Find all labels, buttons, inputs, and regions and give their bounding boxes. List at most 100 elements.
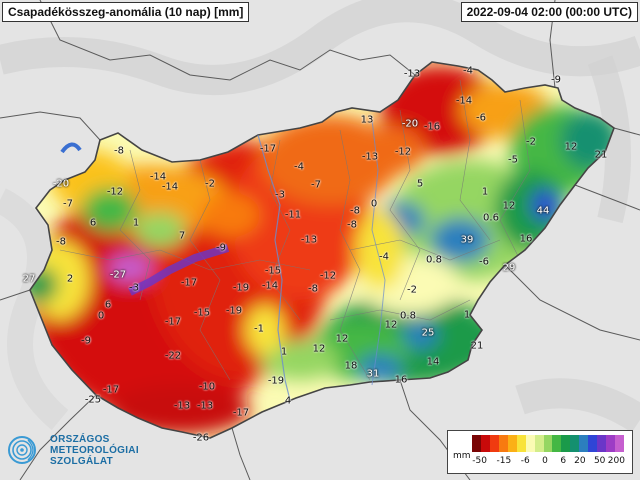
value-label: -7 xyxy=(63,198,73,210)
map-timestamp: 2022-09-04 02:00 (00:00 UTC) xyxy=(460,2,638,22)
value-label: -6 xyxy=(476,112,486,124)
legend-swatch xyxy=(516,435,526,452)
value-label: 44 xyxy=(536,205,550,217)
value-label: 0.8 xyxy=(426,254,442,266)
value-label: -15 xyxy=(264,265,282,277)
value-label: -2 xyxy=(205,178,215,190)
value-label: 21 xyxy=(470,340,484,352)
value-label: -17 xyxy=(259,143,277,155)
value-label: -14 xyxy=(149,171,167,183)
value-label: -10 xyxy=(198,381,216,393)
value-label: -17 xyxy=(232,407,250,419)
value-label: -6 xyxy=(479,256,489,268)
value-label: 27 xyxy=(22,273,36,285)
map-title: Csapadékösszeg-anomália (10 nap) [mm] xyxy=(2,2,250,22)
value-label: 21 xyxy=(594,149,608,161)
value-label: -19 xyxy=(267,375,285,387)
value-label: -13 xyxy=(300,234,318,246)
value-label: 1 xyxy=(481,186,489,198)
value-label: -13 xyxy=(403,68,421,80)
legend-swatch xyxy=(615,435,624,452)
value-label: 12 xyxy=(502,200,516,212)
value-label: -27 xyxy=(109,269,127,281)
value-label: 6 xyxy=(104,299,112,311)
value-label: -2 xyxy=(407,284,417,296)
value-label: 16 xyxy=(394,374,408,386)
value-label: -4 xyxy=(463,65,473,77)
value-label: -1 xyxy=(254,323,264,335)
value-label: -19 xyxy=(225,305,243,317)
legend-swatch xyxy=(507,435,517,452)
value-label: -17 xyxy=(102,384,120,396)
legend-swatch xyxy=(525,435,535,452)
value-label: 39 xyxy=(460,234,474,246)
legend-swatch xyxy=(561,435,571,452)
value-label: -8 xyxy=(56,236,66,248)
value-label: -4 xyxy=(294,161,304,173)
value-label: 12 xyxy=(384,319,398,331)
value-label: 29 xyxy=(502,262,516,274)
value-label: -20 xyxy=(52,178,70,190)
value-label: 1 xyxy=(463,309,471,321)
value-label: -16 xyxy=(423,121,441,133)
value-label: -12 xyxy=(319,270,337,282)
value-label: -20 xyxy=(401,118,419,130)
value-label: 25 xyxy=(421,327,435,339)
value-label: -3 xyxy=(275,189,285,201)
logo-line-2: METEOROLÓGIAI xyxy=(50,445,139,456)
legend-swatch xyxy=(489,435,499,452)
value-label: -14 xyxy=(455,95,473,107)
value-label: -8 xyxy=(308,283,318,295)
value-label: -25 xyxy=(84,394,102,406)
value-label: 4 xyxy=(284,395,292,407)
legend-tick: -50 xyxy=(472,456,487,466)
value-label: -13 xyxy=(196,400,214,412)
legend-swatch xyxy=(498,435,508,452)
legend-swatch xyxy=(480,435,490,452)
value-label: -13 xyxy=(173,400,191,412)
legend-swatch xyxy=(472,435,481,452)
value-label: -11 xyxy=(284,209,302,221)
legend-swatch xyxy=(597,435,607,452)
omsz-logo-icon xyxy=(8,436,36,464)
legend-swatch xyxy=(552,435,562,452)
value-label: -9 xyxy=(81,335,91,347)
value-label: 18 xyxy=(344,360,358,372)
value-label: 31 xyxy=(366,368,380,380)
legend-tick: 200 xyxy=(607,456,625,466)
legend-tick: 0 xyxy=(542,456,548,466)
value-label: -22 xyxy=(164,350,182,362)
value-label: 12 xyxy=(564,141,578,153)
legend-swatch xyxy=(606,435,615,452)
value-label: -14 xyxy=(161,181,179,193)
value-label: 0 xyxy=(370,198,378,210)
value-label: -12 xyxy=(106,186,124,198)
legend-swatch xyxy=(543,435,553,452)
logo-line-3: SZOLGÁLAT xyxy=(50,456,114,467)
legend-swatch xyxy=(570,435,580,452)
value-label: -19 xyxy=(232,282,250,294)
value-label: -9 xyxy=(216,242,226,254)
value-label: -5 xyxy=(508,154,518,166)
value-label: -8 xyxy=(114,145,124,157)
value-label: 5 xyxy=(416,178,424,190)
value-label: -8 xyxy=(347,219,357,231)
value-label: -26 xyxy=(192,432,210,444)
value-label: 1 xyxy=(132,217,140,229)
value-label: 12 xyxy=(312,343,326,355)
legend-tick: 20 xyxy=(574,456,586,466)
legend-swatch xyxy=(534,435,544,452)
legend-tick: -6 xyxy=(520,456,530,466)
omsz-logo: ORSZÁGOS METEOROLÓGIAI SZOLGÁLAT xyxy=(8,428,198,474)
legend-tick: 50 xyxy=(593,456,606,466)
value-label: -14 xyxy=(261,280,279,292)
value-label: 7 xyxy=(178,230,186,242)
value-label: 2 xyxy=(66,273,74,285)
value-label: 0.8 xyxy=(400,310,416,322)
legend-tick: 6 xyxy=(560,456,567,466)
value-label: 16 xyxy=(519,233,533,245)
value-label: -12 xyxy=(394,146,412,158)
logo-line-1: ORSZÁGOS xyxy=(50,434,110,445)
